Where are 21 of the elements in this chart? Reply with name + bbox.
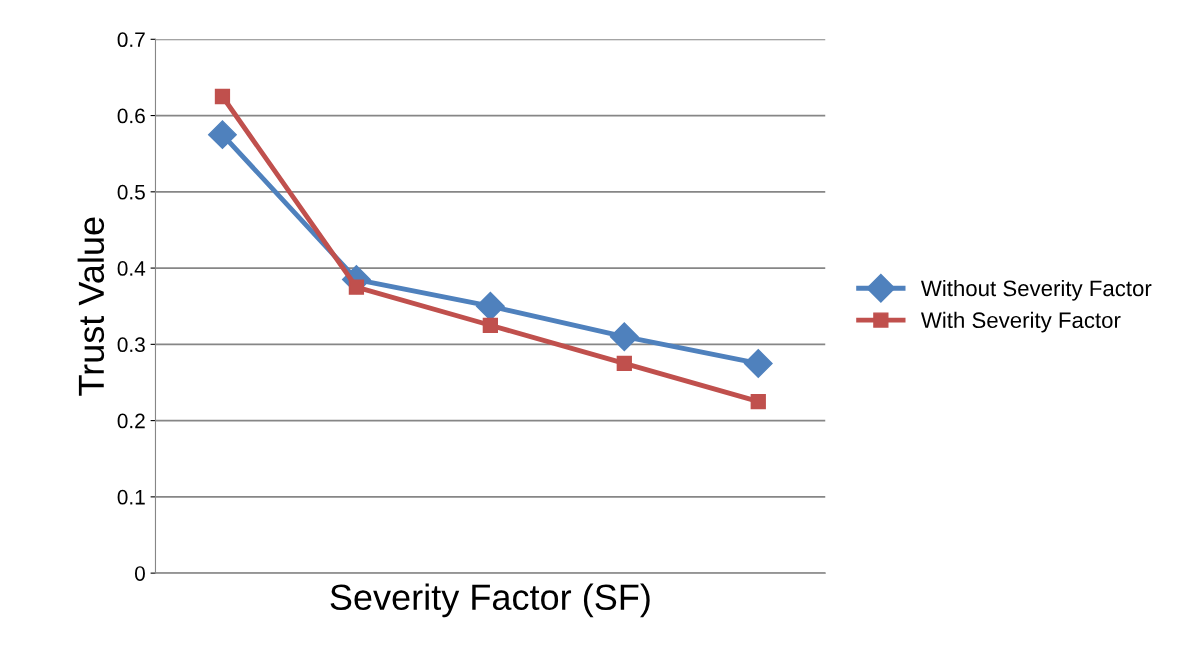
y-tick-label: 0.4 bbox=[117, 261, 146, 276]
x-axis-title: Severity Factor (SF) bbox=[330, 583, 650, 618]
y-tick-label: 0.7 bbox=[117, 32, 145, 48]
point bbox=[750, 393, 766, 410]
point bbox=[609, 322, 639, 352]
point bbox=[743, 348, 773, 378]
legend-label: With Severity Factor bbox=[920, 311, 1121, 333]
point bbox=[482, 317, 498, 333]
y-tick-label: 0 bbox=[134, 566, 145, 581]
point bbox=[616, 355, 632, 372]
y-tick-label: 0.5 bbox=[117, 184, 145, 200]
point bbox=[348, 279, 365, 295]
point bbox=[475, 291, 505, 321]
y-axis-title: Trust Value bbox=[77, 217, 105, 396]
point bbox=[214, 88, 231, 105]
y-tick-label: 0.6 bbox=[117, 108, 145, 124]
legend-label: Without Severity Factor bbox=[920, 279, 1152, 301]
y-tick-label: 0.1 bbox=[117, 489, 145, 505]
y-tick-label: 0.2 bbox=[117, 413, 145, 429]
y-tick-label: 0.3 bbox=[117, 337, 145, 353]
point bbox=[208, 120, 237, 150]
